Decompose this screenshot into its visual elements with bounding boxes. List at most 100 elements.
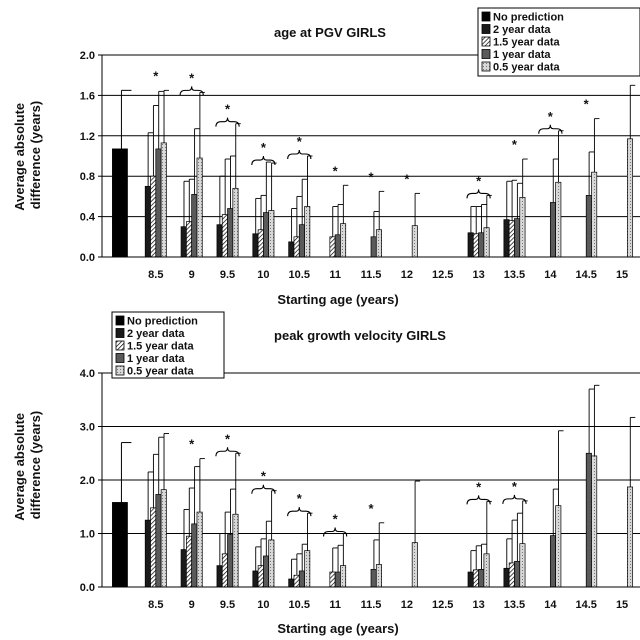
bar-0-5-year-data [232,513,239,588]
legend-label: 2 year data [127,328,185,340]
bar-1-5-year-data [472,233,479,258]
x-tick-label: 12.5 [432,269,453,281]
bar-1-5-year-data [186,535,193,588]
bar-1-year-data [155,148,162,258]
x-tick-label: 9.5 [220,269,235,281]
x-tick-label: 12 [401,269,413,281]
bar-0-5-year-data [627,486,634,588]
y-tick-label: 1.2 [80,131,95,143]
x-tick-label: 8.5 [148,599,163,611]
bar-2-year-data [252,233,259,258]
bar-2-year-data [216,224,223,258]
bar-1-5-year-data [257,229,264,258]
legend-label: 0.5 year data [493,62,561,74]
significance-star: * [512,479,518,494]
x-tick-label: 10 [257,599,269,611]
bar-1-5-year-data [257,565,264,588]
x-ticks-top: 8.5 9 9.5 10 10.5 11 11.5 12 12.5 13 13.5 14 14.5 15 [148,269,628,281]
bar-0-5-year-data [160,142,167,258]
significance-marks-top: * * * * * * * * * * * * [153,68,590,199]
significance-star: * [404,171,410,186]
significance-star: * [584,97,590,112]
error-bars-top [120,84,636,242]
x-tick-label: 11.5 [361,599,382,611]
y-tick-label: 4.0 [80,368,95,380]
bar-1-year-data [155,494,162,588]
legend-label: 1 year data [127,353,185,365]
x-tick-label: 11 [329,599,341,611]
bar-1-5-year-data [186,221,193,258]
bar-1-year-data [334,234,341,258]
significance-bracket [287,149,312,160]
significance-bracket [538,124,563,134]
x-tick-label: 13.5 [504,599,525,611]
x-tick-label: 14 [544,269,557,281]
legend-swatch [481,61,491,72]
bar-1-year-data [549,535,556,588]
bar-2-year-data [288,241,295,258]
legend-swatch [115,315,125,326]
significance-star: * [189,437,195,452]
bar-1-5-year-data [150,175,157,258]
significance-star: * [189,70,195,85]
bar-no-prediction [112,148,128,258]
bar-0-5-year-data [268,210,275,258]
significance-star: * [297,134,303,149]
x-tick-label: 13 [472,269,484,281]
bar-1-5-year-data [221,214,228,258]
bar-2-year-data [180,226,187,258]
bar-1-5-year-data [508,562,515,588]
bar-0-5-year-data [160,489,167,588]
significance-star: * [261,469,267,484]
bar-1-year-data [478,568,485,588]
y-tick-label: 2.0 [80,50,95,62]
bar-1-5-year-data [508,220,515,258]
significance-bracket [251,156,276,166]
bar-1-year-data [263,555,270,588]
legend-box [111,311,225,379]
bar-1-5-year-data [329,236,336,258]
x-tick-label: 12.5 [432,599,453,611]
bar-1-year-data [478,232,485,258]
x-tick-label: 14.5 [575,269,596,281]
bar-1-5-year-data [293,574,300,588]
significance-star: * [333,512,339,527]
significance-star: * [225,102,231,117]
significance-bracket [322,527,348,537]
significance-star: * [225,431,231,446]
bar-no-prediction [112,502,128,588]
bar-0-5-year-data [519,197,526,258]
y-axis-label-bottom-line1: Average absolute [12,413,27,521]
bar-0-5-year-data [375,229,382,258]
y-tick-label: 2.0 [80,475,95,487]
x-tick-label: 12 [401,599,413,611]
x-ticks-bottom: 8.5 9 9.5 10 10.5 11 11.5 12 12.5 13 13.5 14 14.5 15 [148,599,628,611]
x-tick-label: 10.5 [289,269,310,281]
bar-2-year-data [144,519,151,588]
y-tick-label: 3.0 [80,422,95,434]
legend-label: 0.5 year data [127,366,195,378]
chart-bottom: * * * * * * * * 0.0 1.0 2.0 3.0 4.0 8.5 9 9.5 10 10.5 11… [12,311,640,636]
y-tick-label: 0.0 [80,582,95,594]
x-tick-label: 8.5 [148,269,163,281]
legend-swatch [481,49,491,59]
x-tick-label: 9.5 [220,599,235,611]
bar-1-year-data [298,224,305,258]
bar-0-5-year-data [232,187,239,258]
bar-0-5-year-data [627,138,634,258]
bar-2-year-data [144,185,151,258]
x-tick-label: 11 [329,269,341,281]
bar-0-5-year-data [340,565,347,588]
bar-1-year-data [514,218,521,258]
x-axis-label-bottom: Starting age (years) [277,621,398,636]
bar-0-5-year-data [483,227,490,258]
bar-1-5-year-data [329,571,336,588]
significance-bracket [215,117,240,127]
x-tick-label: 15 [616,599,628,611]
significance-bracket [215,447,240,457]
y-ticks-top: 0.0 0.4 0.8 1.2 1.6 2.0 [80,50,102,264]
bar-0-5-year-data [411,225,418,258]
significance-star: * [476,479,482,494]
